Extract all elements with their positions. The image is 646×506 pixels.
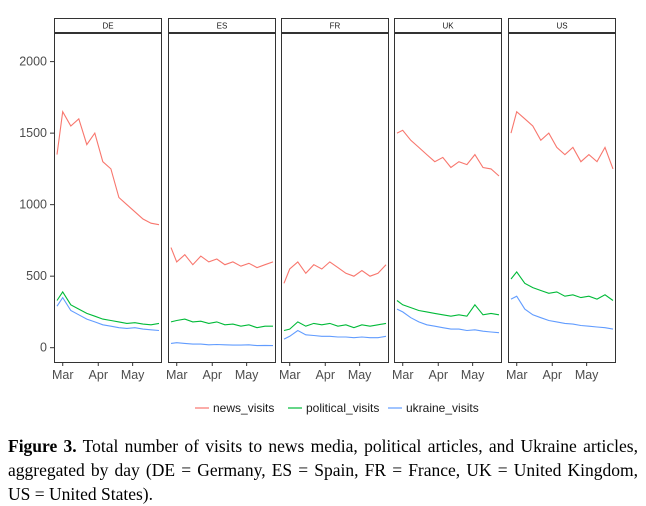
x-tick-label: Mar: [506, 368, 528, 382]
strip-box: [281, 18, 389, 33]
strip-box: [508, 18, 616, 33]
x-tick-label: Mar: [279, 368, 301, 382]
line-es-ukraine_visits: [170, 342, 274, 347]
x-tick-label: Apr: [316, 368, 335, 382]
line-uk-news_visits: [396, 129, 500, 177]
x-tick-label: May: [348, 368, 372, 382]
strip-box: [168, 18, 276, 33]
strip-box: [54, 18, 162, 33]
legend: news_visits political_visits ukraine_visit…: [195, 401, 479, 415]
y-tick-label: 1500: [19, 126, 47, 140]
line-us-news_visits: [510, 110, 614, 170]
panel-uk: UK Mar Apr May: [392, 18, 502, 382]
figure-label: Figure 3.: [8, 436, 77, 456]
panel-border: [508, 33, 616, 363]
line-fr-political_visits: [283, 321, 387, 332]
line-us-ukraine_visits: [510, 295, 614, 330]
line-uk-political_visits: [396, 300, 500, 317]
y-tick-label: 500: [26, 269, 47, 283]
y-tick-label: 2000: [19, 55, 47, 69]
panel-de: DE Mar Apr May: [52, 18, 162, 382]
legend-label-news_visits: news_visits: [213, 401, 274, 415]
line-us-political_visits: [510, 270, 614, 301]
line-de-ukraine_visits: [56, 296, 160, 332]
line-de-political_visits: [56, 290, 160, 326]
x-tick-label: May: [575, 368, 599, 382]
x-tick-label: Apr: [89, 368, 108, 382]
x-tick-label: May: [461, 368, 485, 382]
strip-label-de: DE: [102, 22, 113, 31]
figure-caption-text: Total number of visits to news media, po…: [8, 436, 638, 504]
panel-us: US Mar Apr May: [506, 18, 616, 382]
x-tick-label: May: [121, 368, 145, 382]
line-uk-ukraine_visits: [396, 308, 500, 334]
panel-border: [394, 33, 502, 363]
strip-box: [394, 18, 502, 33]
y-tick-label: 1000: [19, 198, 47, 212]
y-tick-label: 0: [40, 341, 47, 355]
line-es-political_visits: [170, 318, 273, 329]
legend-label-ukraine_visits: ukraine_visits: [406, 401, 479, 415]
panel-es: ES Mar Apr May: [166, 18, 276, 382]
panel-border: [168, 33, 276, 363]
panel-border: [281, 33, 389, 363]
line-fr-ukraine_visits: [283, 329, 387, 340]
x-tick-label: Mar: [166, 368, 188, 382]
panel-border: [54, 33, 162, 363]
strip-label-us: US: [556, 22, 567, 31]
x-tick-label: Mar: [52, 368, 74, 382]
x-tick-label: Apr: [543, 368, 562, 382]
x-tick-label: Apr: [203, 368, 222, 382]
line-es-news_visits: [170, 247, 274, 269]
x-tick-label: Mar: [392, 368, 414, 382]
strip-label-fr: FR: [330, 22, 341, 31]
strip-label-es: ES: [217, 22, 228, 31]
x-tick-label: Apr: [429, 368, 448, 382]
x-tick-label: May: [235, 368, 259, 382]
strip-label-uk: UK: [442, 22, 454, 31]
line-fr-news_visits: [283, 261, 387, 284]
legend-label-political_visits: political_visits: [306, 401, 379, 415]
line-de-news_visits: [56, 110, 160, 226]
figure-caption: Figure 3. Total number of visits to news…: [8, 434, 638, 506]
panel-fr: FR Mar Apr May: [279, 18, 389, 382]
